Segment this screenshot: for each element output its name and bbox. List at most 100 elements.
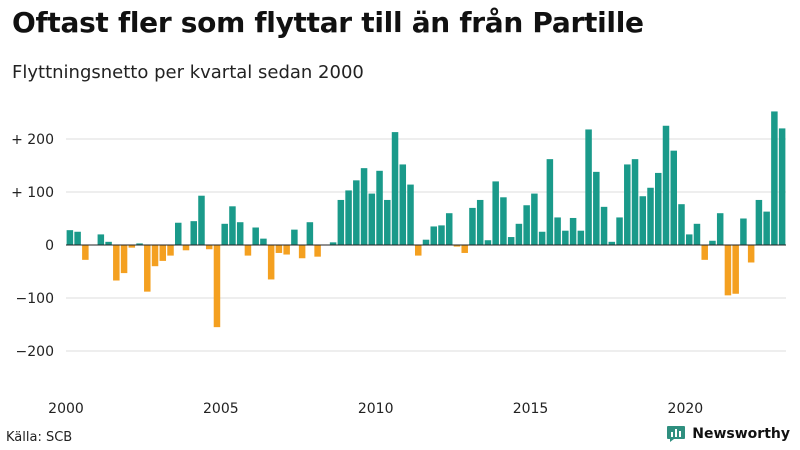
bar (670, 150, 677, 245)
y-tick-label: + 200 (11, 132, 54, 148)
bar (724, 245, 732, 296)
bar (384, 199, 391, 245)
bar (82, 245, 89, 260)
bar (291, 229, 298, 245)
y-tick-label: −200 (16, 344, 54, 360)
bar (144, 245, 151, 292)
bar (422, 239, 430, 245)
bar (438, 225, 445, 245)
bars (66, 111, 786, 328)
bar (732, 245, 739, 294)
bar (283, 245, 290, 255)
bar (531, 193, 538, 245)
bar (476, 199, 484, 245)
bar (600, 206, 608, 245)
bar (662, 125, 670, 245)
bar (314, 245, 321, 257)
bar (399, 164, 407, 245)
bar (771, 111, 778, 245)
source-note: Källa: SCB (6, 430, 73, 445)
bar (415, 245, 422, 256)
bar (113, 245, 120, 281)
bar (182, 245, 190, 251)
bar (507, 237, 515, 245)
bar (593, 171, 600, 245)
x-tick-label: 2000 (48, 401, 84, 417)
bar (198, 195, 205, 245)
bar (678, 204, 685, 245)
bar (151, 245, 159, 267)
bar (345, 190, 352, 245)
bar (407, 184, 414, 245)
bar (685, 234, 693, 245)
bar (569, 217, 577, 245)
bar (585, 129, 592, 245)
bar (562, 230, 569, 245)
bar (693, 223, 701, 245)
bar (492, 181, 499, 245)
bar (391, 132, 399, 245)
bar (461, 245, 468, 253)
bar (523, 205, 530, 245)
bar (267, 245, 275, 280)
bar (647, 187, 654, 245)
bar (213, 245, 221, 328)
bar (376, 170, 383, 245)
bar (74, 231, 81, 245)
bar (763, 211, 770, 245)
bar-chart: + 200 + 100 0 −100 −200 2000 2005 2010 2015 2020 (11, 111, 786, 417)
bar (221, 223, 228, 245)
chart-title: Oftast fler som flyttar till än från Par… (12, 6, 644, 39)
bar (353, 180, 360, 245)
x-tick-label: 2010 (358, 401, 394, 417)
bar (244, 245, 252, 256)
x-tick-label: 2020 (668, 401, 704, 417)
bar (229, 206, 236, 245)
bar (120, 245, 128, 274)
bar (709, 240, 716, 245)
bar (360, 168, 368, 245)
bar (329, 242, 337, 245)
y-tick-label: −100 (16, 291, 54, 307)
bar (624, 164, 631, 245)
bar (453, 245, 461, 247)
bar (368, 193, 376, 245)
bar (298, 245, 306, 259)
bar (755, 199, 763, 245)
y-axis-ticks: + 200 + 100 0 −100 −200 (11, 132, 54, 360)
bar (538, 231, 546, 245)
x-axis-ticks: 2000 2005 2010 2015 2020 (48, 401, 703, 417)
bar (260, 238, 267, 245)
bar (616, 217, 623, 245)
bar (136, 243, 143, 245)
bar (484, 240, 492, 245)
bar (167, 245, 174, 256)
y-tick-label: + 100 (11, 185, 54, 201)
bar (97, 234, 105, 245)
x-tick-label: 2015 (513, 401, 549, 417)
bar (639, 196, 647, 245)
bar (66, 230, 74, 245)
bar (275, 245, 283, 253)
bar (105, 241, 112, 245)
bar (159, 245, 167, 261)
y-tick-label: 0 (45, 238, 54, 254)
bar (190, 221, 197, 245)
bar (469, 207, 476, 245)
bar (445, 213, 453, 245)
bar (716, 213, 724, 245)
newsworthy-logo-icon (667, 426, 686, 442)
bar (554, 217, 561, 245)
bar (631, 159, 639, 245)
bar (205, 245, 213, 250)
bar (701, 245, 708, 260)
bar (577, 230, 585, 245)
bar (175, 222, 182, 245)
bar (655, 172, 662, 245)
bar (252, 227, 259, 245)
brand-logo: Newsworthy (666, 425, 790, 443)
bar (608, 241, 616, 245)
bar (128, 245, 136, 248)
bar (515, 223, 523, 245)
bar (306, 222, 314, 245)
